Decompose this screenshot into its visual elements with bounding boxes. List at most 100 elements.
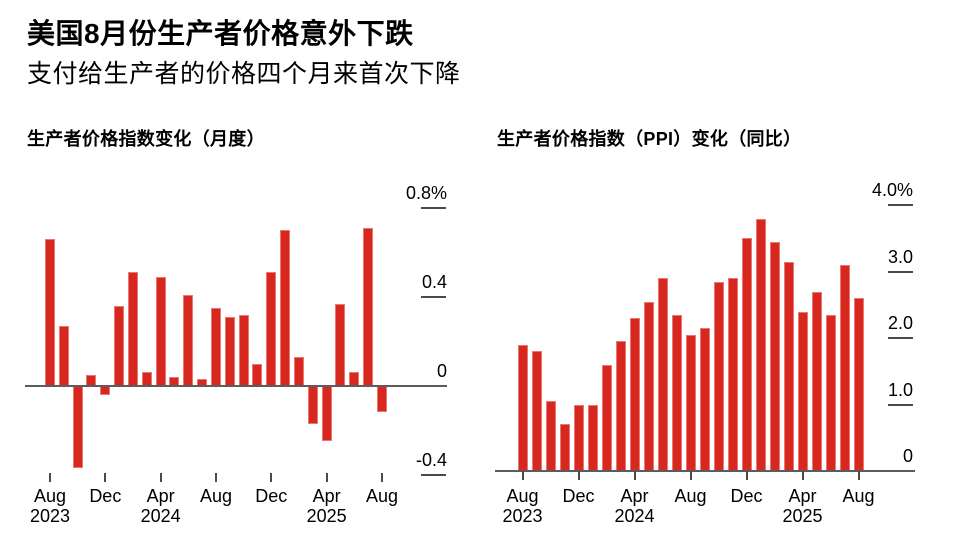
- y-axis-label: 4.0%: [871, 180, 913, 201]
- x-axis-year-label: 2023: [29, 506, 71, 526]
- bar-2024-08: [210, 308, 221, 386]
- x-axis-tick: [270, 473, 273, 482]
- x-axis-label: Dec: [255, 486, 288, 506]
- zero-axis-line: [25, 384, 447, 387]
- bar-2025-08: [376, 385, 387, 413]
- x-axis-tick: [857, 471, 860, 480]
- x-axis-label: Aug: [674, 486, 707, 506]
- y-axis-label: 0.8%: [405, 183, 447, 203]
- x-axis-tick: [49, 473, 51, 482]
- bar-2024-09: [699, 328, 710, 471]
- y-axis-label: 3.0: [887, 246, 913, 267]
- x-axis-tick: [380, 473, 383, 482]
- x-axis-label: Dec: [730, 486, 763, 506]
- x-axis-tick: [214, 473, 217, 482]
- bar-2024-01: [114, 305, 125, 386]
- bar-2025-05: [811, 291, 822, 471]
- bar-2024-06: [657, 278, 668, 471]
- x-axis-label: Apr: [312, 486, 341, 506]
- bar-2023-09: [531, 351, 542, 471]
- bar-2024-12: [741, 238, 752, 471]
- bar-2024-02: [127, 272, 138, 386]
- page-subtitle: 支付给生产者的价格四个月来首次下降: [27, 60, 461, 88]
- x-axis-label: Aug: [506, 486, 539, 506]
- y-axis-label: 0: [902, 446, 913, 466]
- bar-2025-02: [293, 356, 304, 386]
- x-axis-year-label: 2024: [140, 506, 181, 526]
- x-axis-label: Aug: [199, 486, 232, 506]
- x-axis-year-label: 2025: [306, 506, 347, 526]
- bar-2024-05: [643, 301, 654, 471]
- y-axis-tick: [421, 207, 446, 209]
- bar-2023-11: [559, 424, 570, 471]
- bar-2025-03: [307, 385, 318, 424]
- bar-2024-11: [252, 363, 263, 386]
- plot-area-monthly: [25, 168, 407, 488]
- bar-2024-06: [183, 294, 194, 386]
- chart-title-monthly: 生产者价格指数变化（月度）: [27, 129, 265, 149]
- y-axis-label: -0.4: [415, 449, 447, 470]
- y-axis-tick: [888, 270, 913, 273]
- bar-2024-07: [671, 314, 682, 471]
- y-axis-tick: [888, 204, 913, 207]
- y-axis-label: 0.4: [421, 271, 447, 292]
- bar-2024-10: [238, 314, 249, 386]
- x-axis-year-label: 2025: [782, 506, 823, 526]
- x-axis-tick: [325, 473, 328, 482]
- y-axis-label: 1.0: [887, 379, 913, 400]
- y-axis-tick: [421, 295, 446, 298]
- zero-axis-line: [495, 470, 915, 472]
- bar-2025-02: [769, 241, 780, 471]
- bar-2024-03: [141, 372, 152, 386]
- bar-2025-05: [335, 303, 346, 386]
- bar-2025-01: [755, 218, 766, 471]
- x-axis-label: Apr: [620, 486, 649, 506]
- x-axis-tick: [159, 473, 162, 482]
- x-axis-tick: [689, 471, 692, 480]
- x-axis-tick: [104, 473, 107, 482]
- x-axis-label: Aug: [33, 486, 67, 506]
- x-axis-label: Aug: [365, 486, 398, 506]
- y-axis-label: 2.0: [887, 313, 913, 334]
- x-axis-tick: [745, 471, 748, 480]
- y-axis-label: 0: [436, 360, 447, 381]
- x-axis-tick: [633, 471, 636, 480]
- page-title: 美国8月份生产者价格意外下跌: [27, 18, 414, 49]
- bar-2025-04: [797, 311, 808, 471]
- bar-2024-11: [727, 278, 738, 471]
- x-axis-tick: [521, 471, 524, 480]
- bar-2025-06: [349, 372, 360, 386]
- bar-2023-12: [100, 385, 111, 395]
- y-axis-tick: [421, 473, 446, 476]
- x-axis-year-label: 2023: [502, 506, 543, 526]
- chart-ppi-monthly: 生产者价格指数变化（月度） 0.8% 0.4 0 -0.4 Aug 2023 Dec Apr 2…: [0, 120, 470, 543]
- plot-area-yoy: [495, 168, 875, 471]
- x-axis-label: Apr: [146, 486, 175, 506]
- x-axis-label: Aug: [842, 486, 875, 506]
- x-axis-year-label: 2024: [614, 506, 655, 526]
- bar-2025-07: [839, 265, 850, 471]
- bar-2024-01: [587, 404, 598, 471]
- x-axis-tick: [577, 471, 580, 480]
- bar-2024-08: [685, 334, 696, 471]
- x-axis-tick: [801, 471, 804, 480]
- bar-2023-12: [573, 404, 584, 471]
- bar-2023-08: [517, 344, 528, 471]
- bar-2024-09: [224, 316, 235, 386]
- bar-2023-09: [58, 325, 69, 386]
- bar-2023-10: [72, 385, 83, 468]
- x-axis-label: Apr: [788, 486, 817, 506]
- chart-title-yoy: 生产者价格指数（PPI）变化（同比）: [497, 129, 802, 149]
- x-axis-label: Dec: [562, 486, 595, 506]
- bar-2025-01: [280, 230, 291, 386]
- bar-2025-03: [783, 261, 794, 471]
- y-axis-tick: [888, 337, 913, 340]
- bar-2024-03: [615, 341, 626, 471]
- chart-ppi-yoy: 生产者价格指数（PPI）变化（同比） 4.0% 3.0 2.0 1.0 0 Aug 2023…: [470, 120, 957, 543]
- bar-2024-04: [155, 276, 166, 386]
- x-axis-label: Dec: [89, 486, 122, 506]
- bar-2023-08: [45, 239, 55, 386]
- bar-2024-02: [601, 364, 612, 471]
- y-axis-tick: [888, 403, 913, 406]
